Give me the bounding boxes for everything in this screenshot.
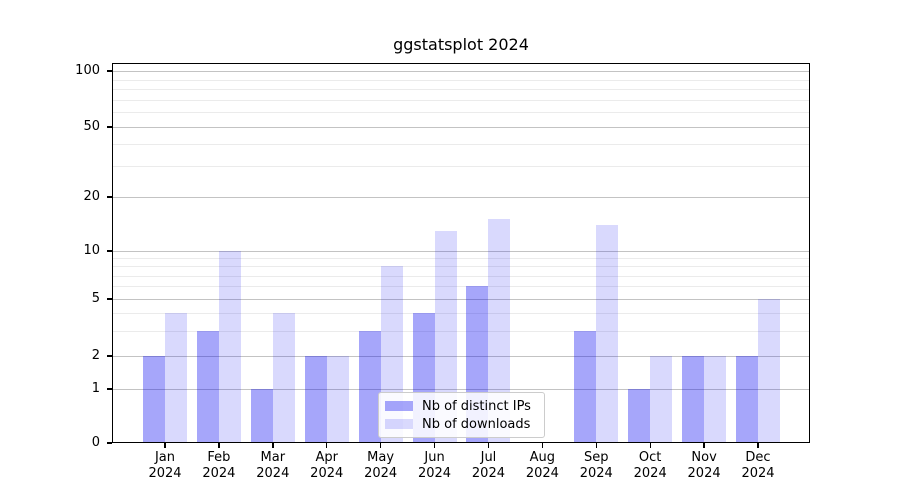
x-tick-mark — [218, 443, 220, 448]
x-tick-label: Sep 2024 — [579, 450, 613, 481]
x-tick-label: Mar 2024 — [256, 450, 290, 481]
bar-distinct-ips — [358, 330, 381, 443]
y-tick-label: 0 — [91, 435, 100, 450]
x-tick-label: Jan 2024 — [148, 450, 182, 481]
x-tick-label: May 2024 — [364, 450, 398, 481]
gridline-major — [113, 356, 809, 357]
gridline-minor — [113, 166, 809, 168]
legend: Nb of distinct IPs Nb of downloads — [378, 392, 545, 438]
x-tick-label: Nov 2024 — [687, 450, 721, 481]
gridline-minor — [113, 312, 809, 314]
gridline-major — [113, 299, 809, 300]
legend-item: Nb of downloads — [385, 415, 536, 433]
y-tick-mark — [107, 298, 112, 300]
y-tick-label: 1 — [91, 381, 100, 396]
x-tick-label: Dec 2024 — [741, 450, 775, 481]
gridline-minor — [113, 79, 809, 81]
y-tick-label: 5 — [91, 291, 100, 306]
x-tick-mark — [757, 443, 759, 448]
x-tick-label: Jul 2024 — [471, 450, 505, 481]
gridline-major — [113, 127, 809, 128]
gridline-minor — [113, 258, 809, 260]
bar-distinct-ips — [143, 356, 165, 443]
bar-downloads — [434, 230, 457, 443]
legend-item-label: Nb of distinct IPs — [422, 398, 531, 414]
bar-distinct-ips — [574, 330, 597, 443]
y-tick-mark — [107, 126, 112, 128]
gridline-minor — [113, 144, 809, 146]
x-tick-mark — [433, 443, 436, 448]
gridline-minor — [113, 275, 809, 277]
bar-downloads — [272, 312, 295, 443]
bar-downloads — [704, 356, 727, 443]
bar-distinct-ips — [628, 389, 651, 443]
gridline-minor — [113, 266, 809, 268]
x-tick-mark — [380, 443, 382, 448]
gridline-minor — [113, 89, 809, 91]
bar-downloads — [596, 224, 619, 443]
legend-swatch — [385, 419, 413, 429]
legend-item-label: Nb of downloads — [422, 416, 531, 432]
bar-downloads — [165, 312, 187, 443]
bar-downloads — [218, 251, 241, 443]
y-tick-mark — [107, 388, 112, 390]
x-tick-mark — [595, 443, 597, 448]
gridline-major — [113, 197, 809, 198]
y-tick-mark — [107, 196, 112, 198]
x-tick-mark — [541, 443, 544, 448]
x-tick-mark — [649, 443, 651, 448]
bar-distinct-ips — [304, 356, 327, 443]
bar-distinct-ips — [735, 356, 758, 443]
bar-downloads — [757, 299, 780, 443]
plot-area — [112, 63, 810, 443]
y-tick-label: 100 — [75, 63, 100, 78]
y-tick-label: 10 — [83, 243, 100, 258]
bar-downloads — [650, 356, 673, 443]
y-tick-mark — [107, 250, 112, 252]
gridline-major — [113, 389, 809, 390]
legend-swatch — [385, 401, 413, 411]
x-tick-mark — [326, 443, 328, 448]
y-tick-label: 50 — [83, 119, 100, 134]
y-tick-mark — [107, 442, 112, 444]
bar-distinct-ips — [250, 389, 273, 443]
x-tick-mark — [703, 443, 705, 448]
x-tick-mark — [164, 443, 166, 448]
x-tick-label: Jun 2024 — [417, 450, 452, 481]
legend-item: Nb of distinct IPs — [385, 397, 536, 415]
gridline-major — [113, 71, 809, 72]
y-tick-label: 20 — [83, 189, 100, 204]
gridline-minor — [113, 112, 809, 114]
x-tick-mark — [487, 443, 490, 448]
x-tick-label: Apr 2024 — [310, 450, 344, 481]
gridline-minor — [113, 99, 809, 101]
x-tick-label: Aug 2024 — [525, 450, 559, 481]
x-tick-label: Oct 2024 — [633, 450, 667, 481]
bar-downloads — [326, 356, 349, 443]
bar-downloads — [488, 219, 511, 443]
y-tick-mark — [107, 70, 112, 72]
gridline-minor — [113, 330, 809, 332]
gridline-minor — [113, 286, 809, 288]
y-tick-label: 2 — [91, 348, 100, 363]
gridline-major — [113, 251, 809, 252]
y-tick-mark — [107, 355, 112, 357]
x-tick-label: Feb 2024 — [202, 450, 236, 481]
bar-distinct-ips — [682, 356, 705, 443]
x-tick-mark — [272, 443, 274, 448]
chart-title: ggstatsplot 2024 — [393, 35, 529, 54]
bar-distinct-ips — [196, 330, 219, 443]
